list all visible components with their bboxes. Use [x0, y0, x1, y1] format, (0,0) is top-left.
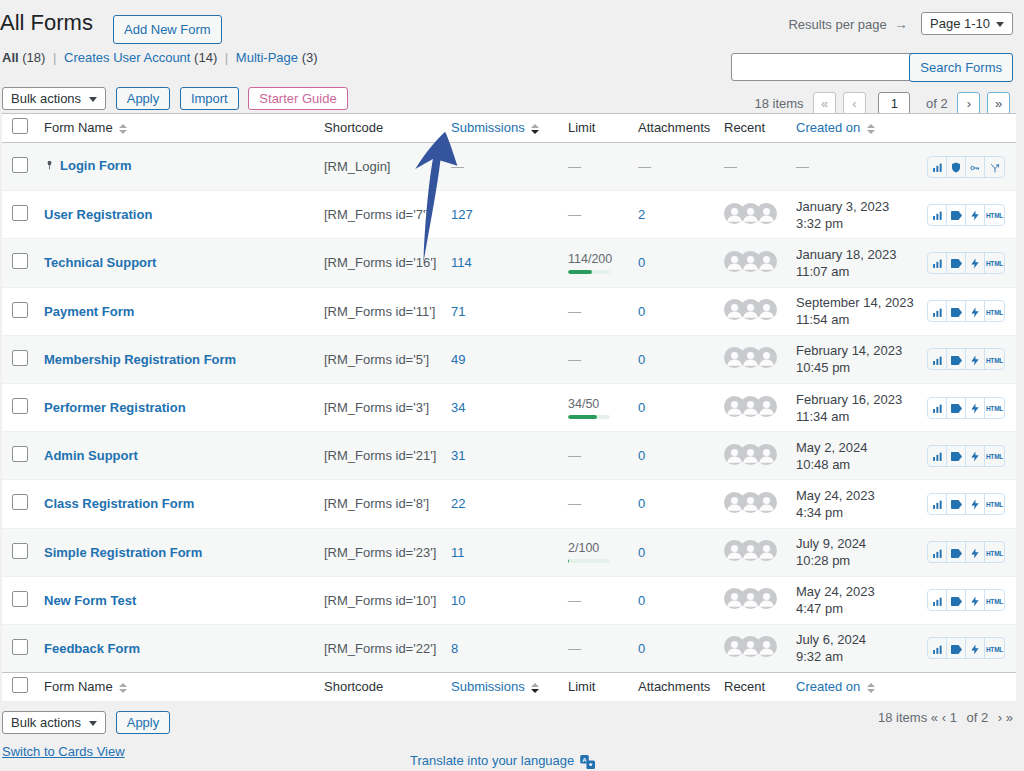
svg-text:A: A [582, 755, 587, 762]
